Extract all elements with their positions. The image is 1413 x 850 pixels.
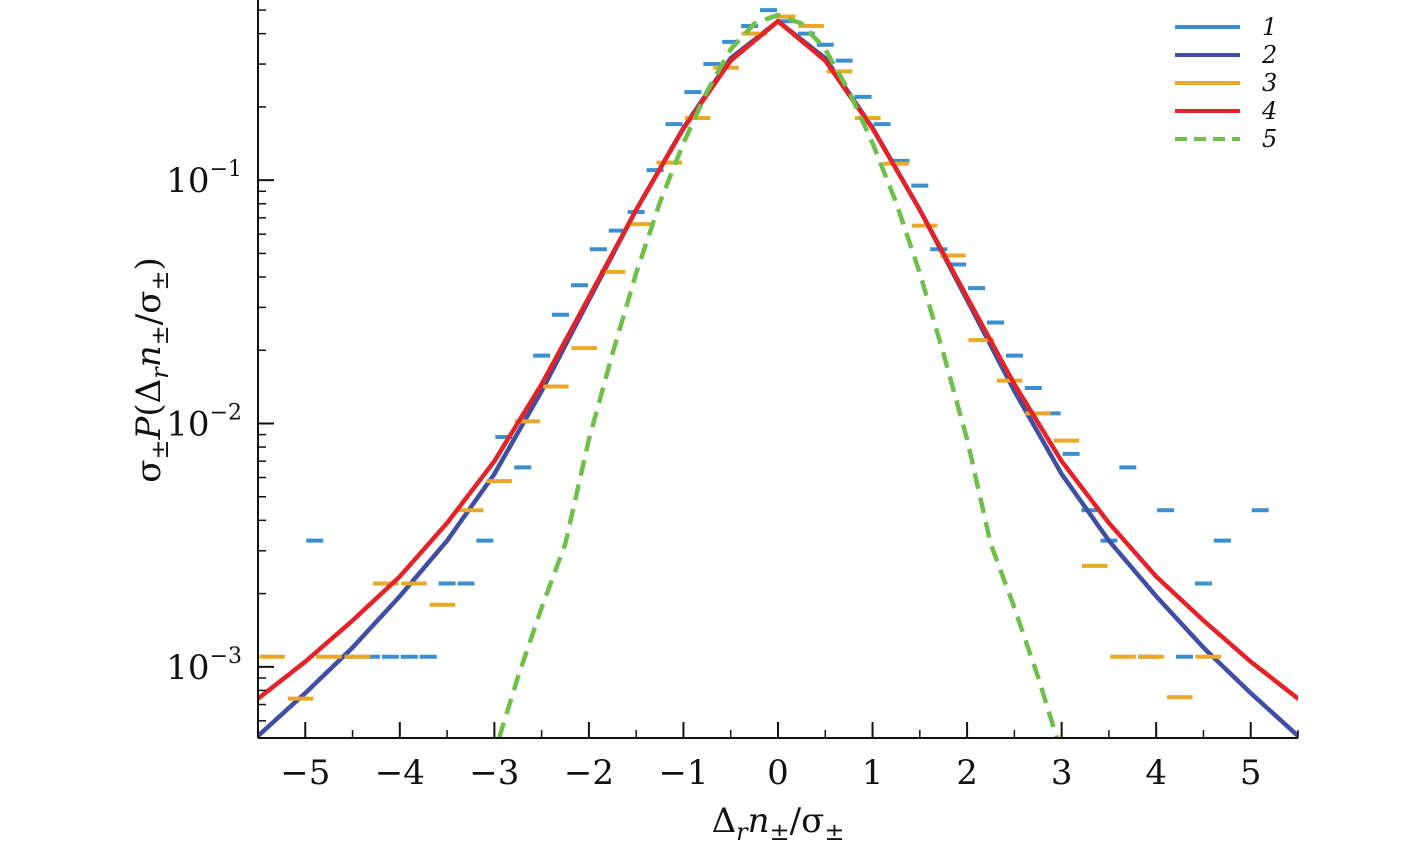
series-layer [258,8,1298,738]
legend-label: 4 [1261,97,1277,125]
legend-entry-2: 2 [1175,41,1277,69]
y-tick-label: 10−1 [166,157,242,201]
legend-label: 1 [1262,13,1277,41]
series-1 [306,8,1269,659]
legend-entry-1: 1 [1175,13,1277,41]
x-tick-label: −5 [280,753,330,793]
series-5 [496,12,1060,738]
series-3 [259,14,1221,701]
x-tick-label: 3 [1051,753,1073,793]
x-tick-label: −4 [375,753,425,793]
x-tick-label: 2 [956,753,978,793]
x-tick-label: 1 [862,753,884,793]
legend-entry-4: 4 [1175,97,1277,125]
legend-entry-5: 5 [1175,125,1277,153]
series-4 [258,18,1298,701]
legend-label: 2 [1261,41,1277,69]
x-axis-label: Δrn±/σ± [712,801,845,846]
y-tick-label: 10−3 [166,644,242,688]
x-tick-label: −1 [658,753,708,793]
axes-layer: −5 −4 −3 −2 −1 0 1 2 3 4 510−310−210−1 [166,0,1299,793]
series-2-line [258,18,1298,738]
x-tick-label: 4 [1145,753,1167,793]
legend-entry-3: 3 [1175,69,1277,97]
series-2 [258,18,1298,738]
series-4-line [258,18,1298,701]
legend-label: 3 [1262,69,1277,97]
x-tick-label: −3 [469,753,519,793]
x-tick-label: 0 [767,753,789,793]
y-axis-label: σ±P(Δrn±/σ±) [129,257,174,483]
series-5-line [496,12,1060,738]
x-tick-label: −2 [564,753,614,793]
x-tick-label: 5 [1240,753,1262,793]
y-tick-label: 10−2 [166,401,242,445]
legend-label: 5 [1262,125,1277,153]
